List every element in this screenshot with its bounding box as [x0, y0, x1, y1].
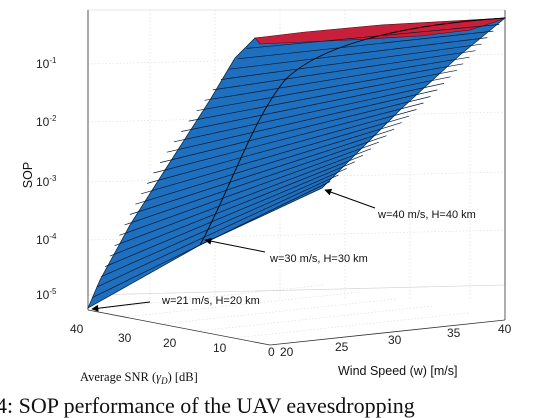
annotation-w30: w=30 m/s, H=30 km	[204, 237, 368, 265]
grid-line	[87, 171, 506, 183]
figure-caption: 4: SOP performance of the UAV eavesdropp…	[0, 393, 415, 418]
annotation-w21: w=21 m/s, H=20 km	[91, 295, 260, 312]
grid-line	[124, 291, 360, 318]
grid-line	[160, 298, 396, 325]
x-tick-label: 20	[163, 336, 177, 350]
axes	[87, 10, 506, 346]
x-axis-label: Average SNR (γD) [dB]	[80, 370, 198, 386]
surface-mesh-line	[196, 63, 464, 112]
surface-mesh-line	[181, 76, 451, 132]
annotation-text: w=30 m/s, H=30 km	[269, 253, 368, 265]
grid-line	[87, 284, 506, 296]
grid-line	[87, 111, 506, 123]
annotation-w40: w=40 m/s, H=40 km	[324, 188, 476, 221]
surface-mesh-line	[135, 122, 402, 205]
surface-mesh-line	[129, 128, 395, 215]
x-tick-label: 30	[118, 331, 132, 345]
x-tick-label: 10	[213, 341, 227, 355]
surface-mesh-line	[124, 135, 387, 226]
x-tick-label: 0	[268, 345, 275, 359]
surface-mesh-line	[147, 109, 417, 184]
x-tick-label: 40	[70, 322, 84, 336]
z-tick-labels: 10-5 10-4 10-3 10-2 10-1	[36, 56, 57, 302]
y-tick-labels: 20 25 30 35 40	[280, 322, 512, 359]
surface-mesh-line	[114, 148, 372, 247]
surface-mesh-line	[204, 56, 470, 101]
surface-mesh-line	[166, 89, 438, 153]
surface-mesh-line	[119, 141, 379, 236]
surface-mesh-line	[109, 154, 364, 257]
ridge-line	[199, 17, 506, 246]
surface-mesh-line	[237, 30, 494, 60]
surface-mesh-line	[188, 69, 457, 122]
annotation-text: w=40 m/s, H=40 km	[377, 209, 476, 221]
grid-line	[233, 312, 469, 339]
surface-mesh-line	[153, 102, 424, 174]
y-tick-label: 40	[498, 322, 512, 336]
surface-mesh-line	[173, 83, 445, 143]
y-tick-label: 20	[280, 345, 294, 359]
y-tick-label: 35	[447, 326, 461, 340]
z-tick-label: 10-5	[36, 287, 57, 302]
surface-mesh-line	[96, 174, 339, 288]
y-tick-label: 25	[335, 340, 349, 354]
y-tick-label: 30	[388, 333, 402, 347]
z-tick-label: 10-2	[36, 114, 57, 129]
annotation-text: w=21 m/s, H=20 km	[161, 295, 260, 307]
surface-mesh-line	[229, 37, 488, 70]
y-axis-label: Wind Speed (w) [m/s]	[338, 364, 457, 378]
surface-mesh-line	[105, 161, 355, 267]
surface-mesh-line	[160, 96, 431, 163]
x-tick-labels: 40 30 20 10 0	[70, 322, 275, 359]
surface-mesh-line	[141, 115, 410, 195]
surface-mesh-line	[212, 50, 476, 91]
surface-mesh-line	[246, 24, 500, 49]
grid-line	[87, 229, 506, 241]
z-tick-label: 10-4	[36, 232, 57, 247]
grid-line	[197, 305, 433, 332]
surface-mesh-line	[220, 43, 482, 80]
z-tick-label: 10-1	[36, 56, 57, 71]
surface-mesh-line	[100, 168, 347, 278]
z-tick-label: 10-3	[36, 174, 57, 189]
grid-line	[87, 284, 324, 311]
z-axis-label: SOP	[21, 162, 35, 188]
